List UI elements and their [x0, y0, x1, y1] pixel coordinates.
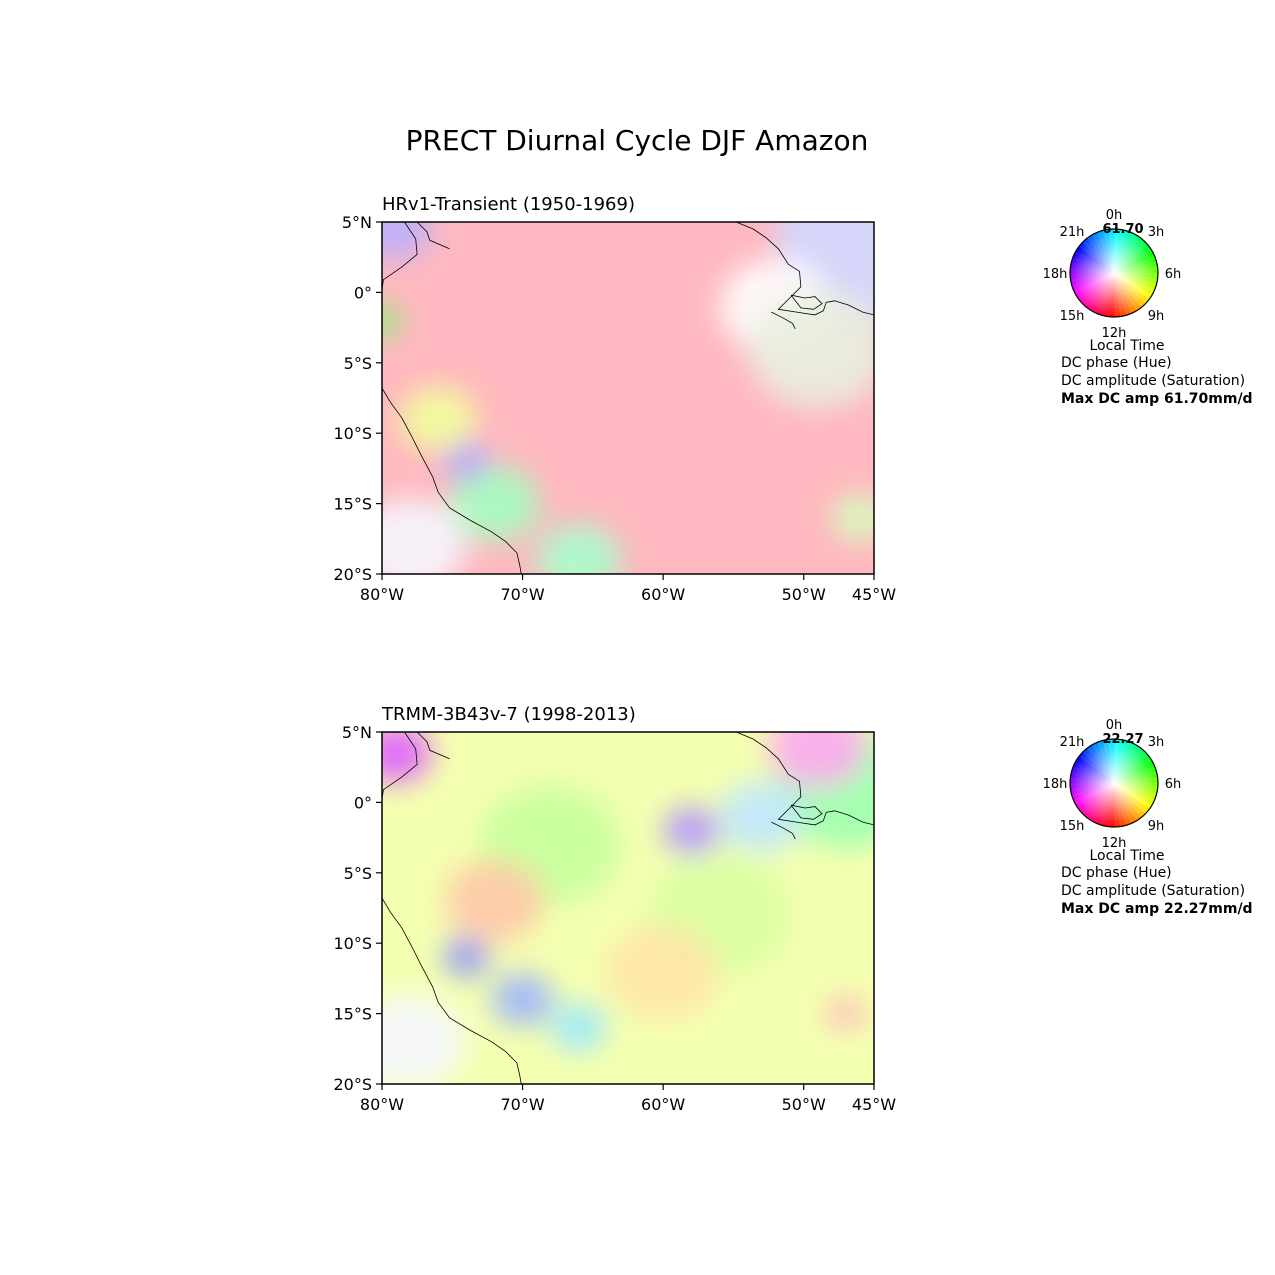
wheel-sectors [1070, 739, 1158, 827]
field-blob [382, 498, 467, 574]
phase-amplitude-map [382, 732, 874, 1084]
field-blob [443, 938, 489, 977]
lat-tick-label: 0° [354, 793, 372, 812]
coastline [382, 732, 874, 1084]
lat-axis: 5°N 0° 5°S 10°S 15°S 20°S [333, 723, 382, 1094]
lon-axis: 80°W 70°W 60°W 50°W 45°W [360, 1084, 896, 1114]
field-blob [449, 465, 540, 542]
wheel-hour-21h: 21h [1060, 225, 1085, 240]
max-amp-label: Max DC amp 61.70mm/d [1061, 391, 1253, 407]
field-blob [768, 732, 867, 788]
hue-label: DC phase (Hue) [1061, 355, 1172, 371]
field-blob [831, 493, 874, 542]
coastline [382, 222, 874, 574]
field-blob [824, 995, 867, 1032]
lon-tick-label: 80°W [360, 585, 404, 604]
wheel-hour-21h: 21h [1060, 735, 1085, 750]
saturation-label: DC amplitude (Saturation) [1061, 373, 1245, 389]
lat-tick-label: 5°S [344, 354, 372, 373]
lat-tick-label: 5°S [344, 864, 372, 883]
field-blob [775, 222, 874, 320]
phase-color-wheel [1069, 228, 1159, 318]
wheel-hour-15h: 15h [1060, 819, 1085, 834]
field-blob [719, 780, 804, 853]
field-blob [491, 973, 554, 1026]
phase-amplitude-map [382, 222, 874, 574]
field-blob [663, 806, 720, 855]
field-blob [443, 442, 489, 481]
lon-tick-label: 45°W [852, 1095, 896, 1114]
field-blob [382, 993, 467, 1084]
lat-tick-label: 10°S [333, 934, 372, 953]
field-blob [606, 923, 720, 1020]
lon-tick-label: 70°W [500, 585, 544, 604]
field-blob [398, 385, 478, 453]
lat-tick-label: 10°S [333, 424, 372, 443]
wheel-hour-0h: 0h [1106, 718, 1123, 733]
wheel-hour-3h: 3h [1148, 735, 1165, 750]
lat-tick-label: 5°N [342, 723, 372, 742]
max-amp-label: Max DC amp 22.27mm/d [1061, 901, 1253, 917]
lon-tick-label: 60°W [641, 585, 685, 604]
wheel-saturation-fade [1070, 739, 1158, 827]
lon-axis: 80°W 70°W 60°W 50°W 45°W [360, 574, 896, 604]
wheel-saturation-fade [1070, 229, 1158, 317]
wheel-max-value: 61.70 [1102, 222, 1143, 237]
field-blob [550, 1003, 607, 1052]
lat-tick-label: 5°N [342, 213, 372, 232]
local-time-label: Local Time [1090, 338, 1165, 354]
wheel-hour-9h: 9h [1148, 309, 1165, 324]
figure-title: PRECT Diurnal Cycle DJF Amazon [406, 124, 869, 157]
lon-tick-label: 60°W [641, 1095, 685, 1114]
wheel-outline [1069, 738, 1159, 828]
field-blob [382, 732, 432, 783]
lat-tick-label: 0° [354, 283, 372, 302]
wheel-hour-12h: 12h [1102, 326, 1127, 341]
lon-tick-label: 80°W [360, 1095, 404, 1114]
hue-label: DC phase (Hue) [1061, 865, 1172, 881]
map-field-blobs [382, 222, 874, 574]
local-time-label: Local Time [1090, 848, 1165, 864]
lat-tick-label: 20°S [333, 1075, 372, 1094]
lon-tick-label: 50°W [782, 1095, 826, 1114]
map-frame [381, 221, 875, 575]
lon-tick-label: 50°W [782, 585, 826, 604]
phase-legend-hrv1: 61.70 0h 3h 6h 9h 12h 15h 18h 21h Local … [1043, 208, 1253, 407]
field-blob [747, 288, 874, 409]
lat-tick-label: 15°S [333, 1005, 372, 1024]
wheel-hour-9h: 9h [1148, 819, 1165, 834]
field-blob [382, 222, 432, 259]
lon-tick-label: 45°W [852, 585, 896, 604]
wheel-hour-6h: 6h [1165, 777, 1182, 792]
map-frame [381, 731, 875, 1085]
phase-color-wheel [1069, 738, 1159, 828]
phase-legend-trmm: 22.27 0h 3h 6h 9h 12h 15h 18h 21h Local … [1043, 718, 1253, 917]
panel-hrv1: HRv1-Transient (1950-1969) 5°N 0° 5°S 10°S 1… [333, 194, 896, 604]
saturation-label: DC amplitude (Saturation) [1061, 883, 1245, 899]
wheel-hour-18h: 18h [1043, 267, 1068, 282]
field-blob [382, 303, 402, 338]
panel-trmm: TRMM-3B43v-7 (1998-2013) 5°N 0° 5°S 10°S 15°… [333, 704, 896, 1114]
wheel-hour-15h: 15h [1060, 309, 1085, 324]
lat-tick-label: 20°S [333, 565, 372, 584]
wheel-outline [1069, 228, 1159, 318]
lat-tick-label: 15°S [333, 495, 372, 514]
wheel-max-value: 22.27 [1102, 732, 1143, 747]
field-blob [536, 524, 621, 574]
wheel-hour-0h: 0h [1106, 208, 1123, 223]
wheel-hour-18h: 18h [1043, 777, 1068, 792]
field-blob [445, 859, 544, 943]
wheel-hour-12h: 12h [1102, 836, 1127, 851]
panel-subtitle: TRMM-3B43v-7 (1998-2013) [381, 704, 636, 725]
map-field-blobs [382, 732, 874, 1084]
wheel-hour-6h: 6h [1165, 267, 1182, 282]
wheel-sectors [1070, 229, 1158, 317]
lon-tick-label: 70°W [500, 1095, 544, 1114]
lat-axis: 5°N 0° 5°S 10°S 15°S 20°S [333, 213, 382, 584]
wheel-hour-3h: 3h [1148, 225, 1165, 240]
panel-subtitle: HRv1-Transient (1950-1969) [382, 194, 635, 215]
